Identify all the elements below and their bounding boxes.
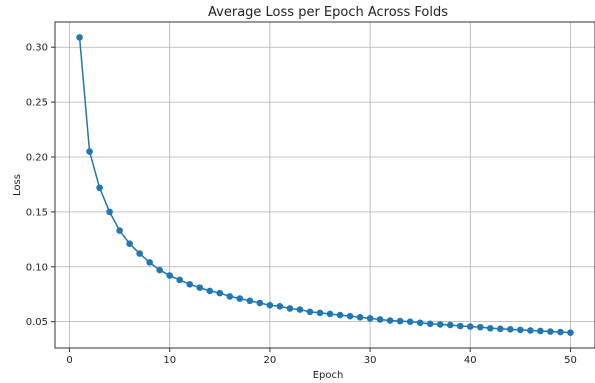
axis-ticks: 0 10 20 30 40 50 0.05 0.10 0.15 0.20 0.25 0.30	[26, 43, 577, 366]
data-point	[306, 308, 314, 316]
data-point	[376, 316, 384, 323]
x-tick-label: 20	[264, 355, 277, 366]
data-point	[226, 293, 234, 300]
data-point	[166, 272, 174, 279]
data-point	[96, 184, 103, 192]
data-point	[216, 289, 224, 297]
data-point	[136, 250, 143, 257]
data-point	[116, 227, 123, 234]
series-loss	[76, 34, 574, 336]
x-axis-label: Epoch	[313, 370, 344, 381]
x-tick-label: 30	[364, 355, 377, 366]
data-point	[567, 329, 574, 336]
y-tick-label: 0.15	[26, 207, 48, 218]
data-point	[126, 240, 133, 248]
data-point	[426, 320, 434, 328]
data-point	[386, 317, 394, 324]
data-point	[356, 313, 364, 321]
data-point	[366, 315, 374, 322]
data-point	[466, 323, 474, 330]
data-point	[487, 324, 494, 332]
data-point	[316, 309, 324, 317]
data-point	[507, 326, 514, 333]
y-tick-label: 0.20	[26, 153, 48, 164]
data-point	[206, 287, 214, 295]
data-point	[396, 317, 404, 325]
data-point	[246, 297, 254, 305]
data-point	[446, 321, 454, 329]
plot-frame	[54, 21, 595, 349]
chart-title: Average Loss per Epoch Across Folds	[208, 5, 448, 20]
y-tick-label: 0.30	[26, 43, 48, 54]
data-point	[406, 318, 414, 325]
x-tick-label: 0	[66, 355, 72, 366]
x-tick-label: 50	[564, 355, 577, 366]
data-point	[176, 276, 184, 284]
data-point	[416, 319, 424, 327]
data-point	[346, 312, 354, 320]
data-point	[547, 328, 554, 335]
data-point	[456, 322, 464, 330]
data-point	[76, 34, 83, 41]
y-axis-label: Loss	[12, 174, 23, 196]
data-point	[296, 306, 304, 313]
data-point	[146, 259, 153, 266]
data-point	[537, 327, 544, 335]
y-tick-label: 0.05	[26, 317, 48, 328]
data-point	[156, 266, 163, 274]
data-point	[286, 305, 294, 312]
x-tick-label: 40	[464, 355, 477, 366]
data-point	[527, 327, 534, 334]
data-point	[276, 302, 284, 310]
loss-line	[78, 37, 571, 334]
grid	[55, 22, 595, 348]
data-point	[336, 311, 344, 319]
data-point	[106, 208, 113, 216]
x-tick-label: 10	[163, 355, 176, 366]
data-point	[86, 148, 93, 155]
data-point	[497, 325, 504, 333]
data-point	[186, 281, 194, 288]
data-point	[476, 323, 484, 331]
data-point	[196, 284, 204, 291]
data-point	[326, 310, 334, 318]
y-tick-label: 0.25	[26, 98, 48, 109]
y-tick-label: 0.10	[26, 262, 48, 273]
data-point	[256, 299, 264, 307]
data-point	[557, 328, 564, 336]
data-point	[436, 321, 444, 328]
data-point	[517, 326, 524, 334]
data-point	[266, 301, 274, 309]
data-point	[236, 295, 244, 302]
